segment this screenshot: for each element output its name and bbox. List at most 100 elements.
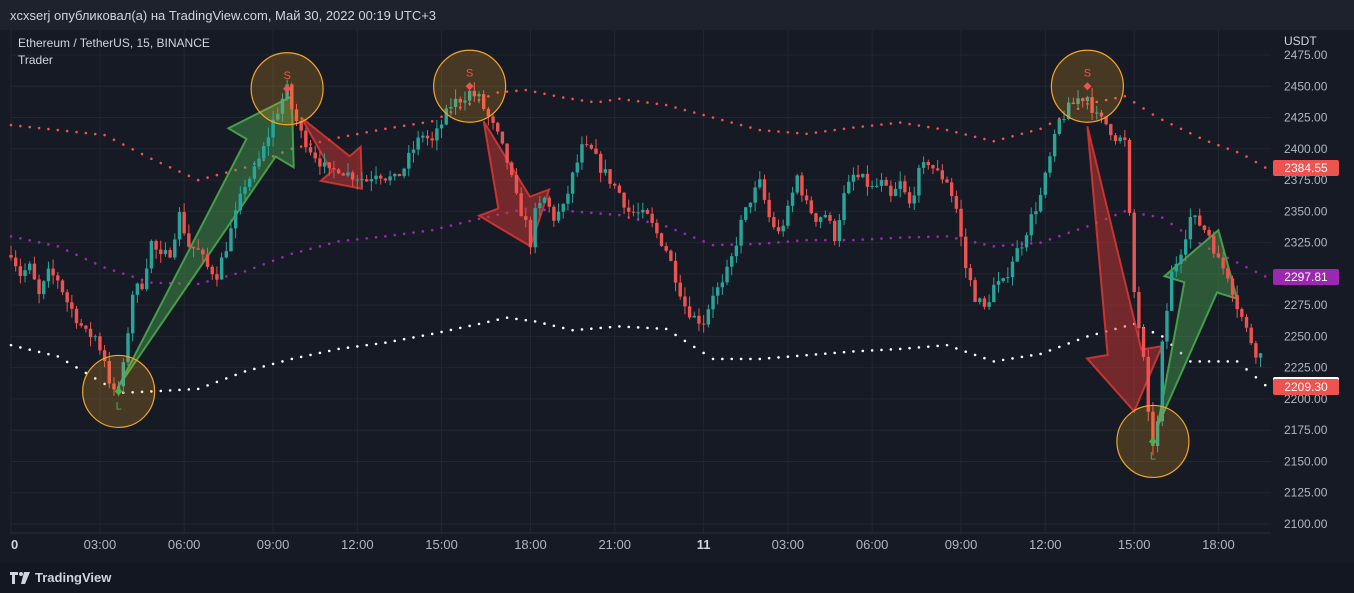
mid-band-dot — [196, 282, 200, 286]
upper-band-dot — [103, 133, 106, 137]
lower-band-dot — [402, 337, 406, 341]
signal-diamond — [1148, 437, 1157, 446]
candle-body — [818, 217, 823, 222]
mid-band-dot — [936, 235, 939, 238]
mid-band-dot — [889, 236, 893, 240]
lower-band-dot — [84, 371, 88, 375]
candle-body — [397, 173, 402, 177]
lower-band-dot — [852, 350, 855, 353]
lower-band-dot — [271, 362, 275, 366]
upper-band-dot — [37, 126, 41, 130]
mid-band-dot — [983, 243, 986, 246]
upper-band-dot — [1123, 94, 1127, 98]
lower-band-dot — [1095, 332, 1099, 336]
y-tick-label: 2225.00 — [1284, 361, 1328, 375]
lower-band-dot — [477, 322, 481, 326]
lower-band-dot — [552, 324, 556, 328]
lower-band-dot — [646, 326, 649, 330]
lower-band-dot — [702, 351, 705, 355]
upper-band-dot — [561, 96, 565, 99]
upper-band-dot — [346, 134, 350, 138]
y-tick-label: 2325.00 — [1284, 236, 1328, 250]
candle-body — [140, 283, 144, 290]
candle-body — [954, 196, 959, 209]
lower-band-dot — [1198, 360, 1202, 363]
candle-body — [491, 116, 495, 123]
y-tick-label: 2150.00 — [1284, 454, 1328, 468]
signal-label: L — [1150, 450, 1156, 462]
candle-body — [650, 213, 654, 223]
upper-band-dot — [533, 90, 537, 94]
tradingview-logo-text: TradingView — [35, 570, 112, 585]
candle-body — [659, 233, 664, 247]
candle-body — [332, 168, 336, 170]
candle-body — [725, 266, 729, 283]
candle-body — [800, 175, 804, 196]
candle-body — [276, 113, 280, 120]
candle-body — [828, 215, 832, 221]
candle-body — [196, 248, 200, 250]
mid-band-dot — [159, 281, 163, 285]
candle-body — [631, 211, 636, 213]
lower-band-dot — [65, 360, 69, 364]
candle-body — [1179, 254, 1183, 264]
lower-band-dot — [187, 388, 191, 391]
candle-body — [912, 195, 916, 204]
mid-band-dot — [1001, 244, 1005, 247]
lower-band-dot — [964, 350, 968, 353]
lower-band-dot — [93, 377, 97, 380]
mid-band-dot — [1151, 214, 1155, 218]
upper-band-dot — [421, 121, 425, 125]
lower-band-dot — [393, 339, 397, 343]
mid-band-dot — [1058, 234, 1061, 238]
candle-body — [74, 308, 79, 324]
time-axis: 0 03:00 06:00 09:00 12:00 15:00 18:00 21:00 11 03… — [10, 532, 1271, 552]
candle-body — [477, 94, 481, 97]
candle-body — [510, 162, 514, 176]
upper-band-dot — [1151, 113, 1155, 116]
mid-band-dot — [327, 242, 331, 246]
mid-band-dot — [1226, 256, 1230, 260]
lower-band-dot — [692, 345, 696, 349]
candle-body — [556, 211, 561, 221]
lower-band-dot — [468, 324, 471, 328]
candle-body — [1001, 278, 1005, 282]
candle-body — [1155, 421, 1160, 446]
mid-band-dot — [309, 247, 312, 251]
lower-band-dot — [833, 351, 836, 355]
upper-band-dot — [140, 152, 144, 156]
candle-body — [842, 193, 846, 221]
y-tick-label: 2475.00 — [1284, 48, 1328, 62]
candle-body — [60, 280, 65, 293]
y-tick-label: 2400.00 — [1284, 142, 1328, 156]
lower-band-dot — [1020, 355, 1024, 359]
mid-band-dot — [880, 237, 883, 240]
upper-band-dot — [337, 136, 340, 139]
candle-body — [935, 168, 940, 171]
mid-band-dot — [1039, 241, 1042, 244]
candle-body — [1216, 253, 1221, 258]
y-tick-label: 2375.00 — [1284, 173, 1328, 187]
mid-band-dot — [795, 239, 799, 243]
lower-band-dot — [571, 328, 574, 332]
mid-band-dot — [234, 272, 237, 276]
mid-band-dot — [346, 239, 350, 242]
tradingview-logo[interactable]: TradingView — [10, 570, 111, 585]
candle-body — [1137, 292, 1141, 329]
candle-body — [496, 122, 500, 132]
candle-body — [355, 179, 360, 181]
lower-band-dot — [861, 349, 865, 353]
candle-body — [748, 202, 753, 208]
upper-band-dot — [206, 176, 209, 179]
candle-body — [580, 144, 584, 163]
mid-band-dot — [1179, 229, 1183, 232]
mid-band-dot — [337, 240, 340, 243]
mid-band-dot — [618, 213, 621, 217]
upper-band-dot — [1235, 150, 1239, 154]
candle-body — [678, 282, 682, 297]
upper-band-dot — [281, 151, 284, 154]
mid-band-dot — [1170, 222, 1173, 226]
lower-band-dot — [1226, 360, 1230, 363]
candle-body — [402, 168, 406, 177]
